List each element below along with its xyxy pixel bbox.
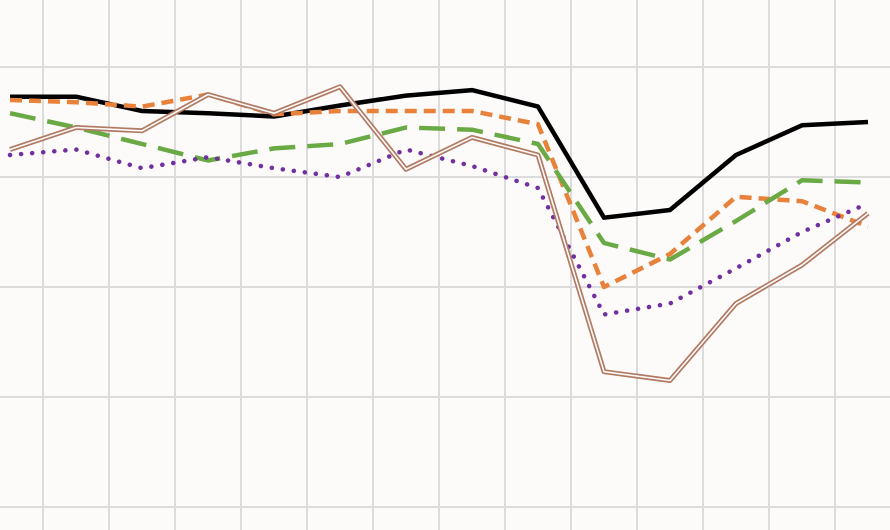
series-line-1 <box>10 87 869 220</box>
series-line-3 <box>9 111 869 262</box>
series-line-4 <box>7 147 871 317</box>
series-lines <box>7 84 871 383</box>
series-line-5-inner <box>9 86 869 382</box>
series-line-2 <box>9 92 869 290</box>
